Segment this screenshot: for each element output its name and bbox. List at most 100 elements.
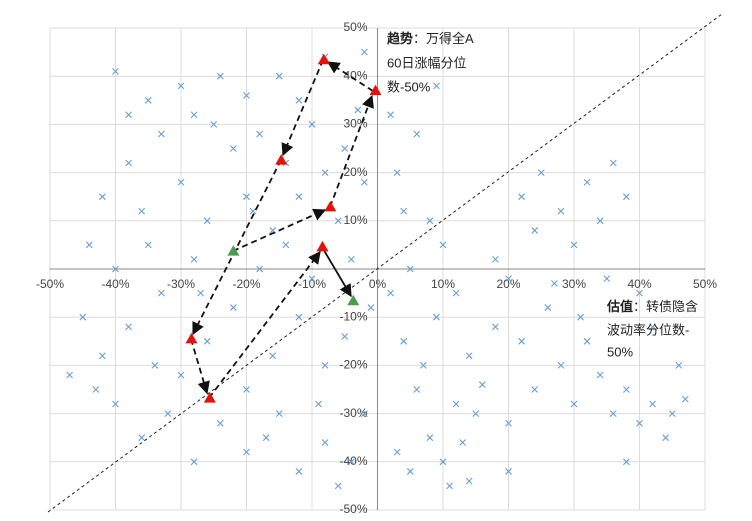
y-tick-label: -40% <box>339 454 367 468</box>
annotation-line: 趋势：万得全A <box>387 31 474 46</box>
scatter-point <box>203 217 211 225</box>
scatter-point <box>177 82 185 90</box>
triangle-point <box>227 245 240 256</box>
diagonal-line <box>47 13 723 513</box>
scatter-point <box>465 477 473 485</box>
scatter-point <box>518 337 525 345</box>
triangles <box>185 53 382 403</box>
scatter-point <box>334 482 342 490</box>
scatter-point <box>505 419 512 427</box>
scatter-point <box>197 289 205 297</box>
scatter-point <box>452 289 460 297</box>
triangle-point <box>275 154 288 165</box>
scatter-point <box>596 217 604 225</box>
scatter-point <box>315 400 322 408</box>
scatter-point <box>112 265 119 273</box>
scatter-point <box>492 255 499 263</box>
scatter-point <box>243 92 250 99</box>
x-tick-label: -20% <box>232 277 260 291</box>
scatter-point <box>465 352 473 360</box>
annotation: 估值：转债隐含 波动率分位数- 50% <box>606 299 698 359</box>
scatter-point <box>387 111 394 119</box>
scatter-point <box>472 410 480 417</box>
scatter-point <box>79 313 87 321</box>
scatter-point <box>367 304 375 311</box>
scatter-point <box>321 439 329 446</box>
annotation: 趋势：万得全A 60日涨幅分位 数-50% <box>387 31 474 94</box>
scatter-point <box>478 381 486 389</box>
scatter-point <box>505 468 512 475</box>
scatter-point <box>216 72 224 80</box>
scatter-point <box>433 313 440 321</box>
scatter-point <box>636 419 643 427</box>
scatter-point <box>354 106 362 114</box>
x-tick-label: -50% <box>36 277 64 291</box>
triangle-point <box>316 240 329 252</box>
scatter-point <box>452 400 460 408</box>
scatter-point <box>157 130 165 138</box>
scatter-point <box>623 193 630 201</box>
scatter-point <box>308 121 316 128</box>
scatter-point <box>321 169 329 176</box>
scatter-point <box>649 323 656 331</box>
x-tick-label: -40% <box>101 277 129 291</box>
scatter-point <box>577 313 584 321</box>
scatter-point <box>446 482 453 490</box>
scatter-point <box>439 458 447 466</box>
scatter-point <box>256 130 263 138</box>
scatter-point <box>190 111 198 119</box>
y-tick-label: -10% <box>339 309 367 323</box>
scatter-point <box>609 410 617 417</box>
y-tick-label: 40% <box>343 68 367 82</box>
scatter-point <box>649 400 656 408</box>
scatter-point <box>361 178 368 186</box>
scatter-point <box>387 289 394 297</box>
scatter-point <box>662 434 670 442</box>
scatter-point <box>505 275 512 283</box>
x-tick-label: 40% <box>627 277 651 291</box>
scatter-point <box>413 130 421 138</box>
scatter-point <box>125 111 132 119</box>
annotation-line: 50% <box>607 344 633 359</box>
scatter-point <box>681 395 689 403</box>
scatter-point <box>256 265 263 273</box>
scatter-point <box>138 207 146 215</box>
scatter-point <box>125 159 132 167</box>
scatter-point <box>557 362 565 369</box>
scatter-point <box>85 241 93 249</box>
x-tick-label: -10% <box>298 277 326 291</box>
scatter-point <box>275 72 283 80</box>
scatter-point <box>518 193 525 201</box>
annotation-label: 估值 <box>606 299 633 314</box>
arrows <box>190 59 374 399</box>
scatter-point <box>275 410 283 417</box>
scatter-point <box>177 371 185 379</box>
scatter-point <box>66 371 74 379</box>
x-tick-label: 10% <box>431 277 455 291</box>
scatter-point <box>295 193 303 201</box>
scatter-point <box>531 227 539 234</box>
triangle-point <box>203 392 216 403</box>
scatter-point <box>138 434 146 442</box>
scatter-point <box>531 386 539 393</box>
scatter-point <box>112 400 119 408</box>
scatter-point <box>433 82 440 90</box>
y-tick-label: 10% <box>343 213 367 227</box>
scatter-point <box>623 458 630 466</box>
scatter-point <box>459 439 467 446</box>
scatter-point <box>112 67 119 75</box>
scatter-point <box>347 255 355 263</box>
scatter-point <box>262 434 270 442</box>
scatter-point <box>675 362 683 369</box>
annotation-text: ：转债隐含 <box>633 299 698 314</box>
scatter-point <box>177 178 185 186</box>
scatter-point <box>413 386 421 393</box>
y-tick-label: -50% <box>339 502 367 516</box>
scatter-point <box>341 145 349 152</box>
scatter-point <box>341 333 349 340</box>
scatter-point <box>190 255 198 263</box>
scatter-point <box>400 207 408 215</box>
scatter-point <box>583 337 591 345</box>
scatter-point <box>249 207 257 215</box>
